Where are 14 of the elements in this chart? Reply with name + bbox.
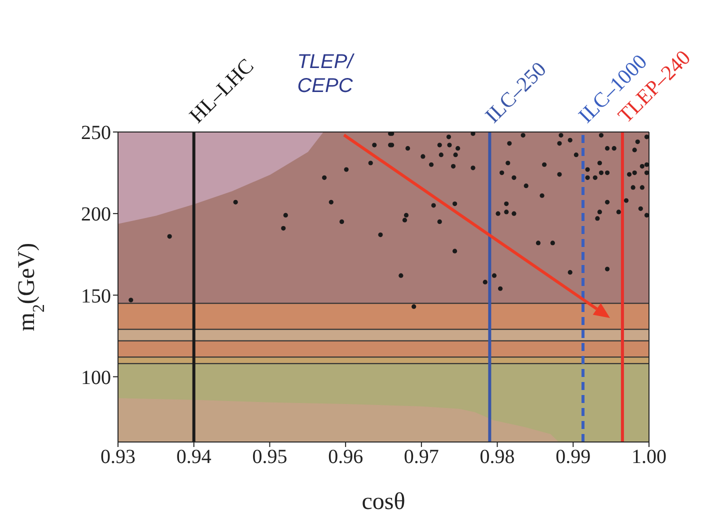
x-tick-label: 0.98 <box>480 446 515 468</box>
x-tick-label: 0.96 <box>328 446 364 468</box>
x-tick-label: 0.99 <box>556 446 591 468</box>
x-tick-label: 0.97 <box>404 446 439 468</box>
x-tick-label: 0.95 <box>252 446 288 468</box>
text: TLEP/ CEPC <box>297 51 356 97</box>
x-tick-label: 0.94 <box>176 446 212 468</box>
y-tick-label: 250 <box>81 122 111 144</box>
x-axis-title: cosθ <box>362 489 406 515</box>
y-tick-label: 200 <box>81 204 111 226</box>
y-tick-label: 150 <box>81 285 111 308</box>
x-tick-label: 0.93 <box>100 446 136 468</box>
x-tick-label: 1.00 <box>632 446 666 468</box>
y-tick-label: 100 <box>81 366 111 389</box>
